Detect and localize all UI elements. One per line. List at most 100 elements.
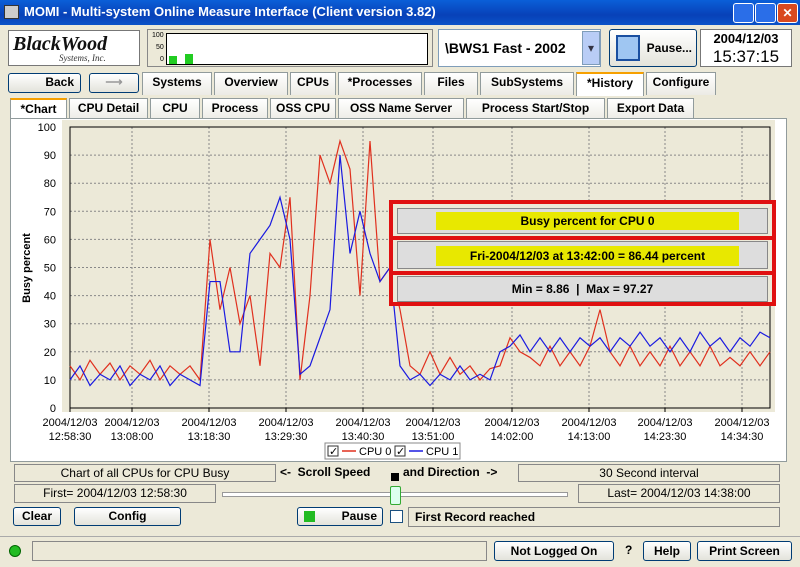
tooltip-range: Min = 8.86 | Max = 97.27	[397, 276, 768, 302]
pause-indicator	[304, 511, 315, 522]
tooltip-title: Busy percent for CPU 0	[436, 212, 739, 230]
window-title: MOMI - Multi-system Online Measure Inter…	[24, 4, 436, 19]
series-line	[69, 155, 771, 387]
x-tick-label: 2004/12/03 14:23:30	[637, 417, 692, 443]
main-tab[interactable]: *Processes	[338, 72, 422, 95]
back-button[interactable]: Back	[8, 73, 81, 93]
y-tick-label: 40	[44, 291, 56, 303]
clock-date: 2004/12/03	[713, 31, 779, 46]
system-dropdown[interactable]: \BWS1 Fast - 2002 ▾	[438, 29, 601, 67]
logo-text: BlackWood	[13, 33, 108, 55]
tooltip-row: Fri-2004/12/03 at 13:42:00 = 86.44 perce…	[397, 241, 768, 269]
y-tick-label: 0	[50, 403, 56, 415]
monitor-bar	[185, 54, 193, 64]
tooltip-divider	[393, 271, 772, 275]
monitor-scale: 50	[156, 44, 164, 51]
maximize-button[interactable]	[755, 3, 776, 23]
tooltip: Busy percent for CPU 0 Fri-2004/12/03 at…	[389, 200, 776, 306]
tooltip-point: Fri-2004/12/03 at 13:42:00 = 86.44 perce…	[436, 246, 739, 266]
title-bar: MOMI - Multi-system Online Measure Inter…	[0, 0, 800, 25]
clock: 2004/12/03 15:37:15	[700, 29, 792, 67]
main-tab[interactable]: Configure	[646, 72, 716, 95]
system-name: \BWS1 Fast - 2002	[445, 40, 566, 56]
x-tick-label: 2004/12/03 13:08:00	[104, 417, 159, 443]
back-label: Back	[45, 75, 74, 89]
login-button[interactable]: Not Logged On	[494, 541, 614, 561]
tooltip-divider	[393, 236, 772, 240]
status-field	[32, 541, 487, 561]
interval: 30 Second interval	[518, 464, 780, 482]
pause-toggle[interactable]: Pause	[297, 507, 383, 526]
main-tabs: Systems Overview CPUs *Processes Files SubSys…	[142, 72, 716, 96]
pause-toggle-label: Pause	[341, 509, 377, 523]
y-tick-label: 100	[38, 122, 56, 134]
x-tick-label: 2004/12/03 12:58:30	[42, 417, 97, 443]
scroll-label-left: <- Scroll Speed	[280, 465, 371, 479]
y-tick-label: 80	[44, 178, 56, 190]
logo-subtext: Systems, Inc.	[59, 53, 106, 63]
y-tick-label: 70	[44, 206, 56, 218]
x-tick-label: 2004/12/03 13:40:30	[335, 417, 390, 443]
sub-tab[interactable]: Process	[202, 98, 268, 120]
y-tick-label: 60	[44, 234, 56, 246]
chart-caption: Chart of all CPUs for CPU Busy	[14, 464, 276, 482]
y-tick-label: 10	[44, 375, 56, 387]
main-tab[interactable]: CPUs	[290, 72, 336, 95]
clock-time: 15:37:15	[712, 47, 780, 66]
x-tick-label: 2004/12/03 14:13:00	[561, 417, 616, 443]
minimize-button[interactable]	[733, 3, 754, 23]
y-tick-label: 20	[44, 347, 56, 359]
sub-tab[interactable]: OSS CPU	[270, 98, 336, 120]
sub-tab[interactable]: CPU Detail	[69, 98, 148, 120]
sub-tab[interactable]: OSS Name Server	[338, 98, 464, 120]
x-tick-label: 2004/12/03 13:51:00	[405, 417, 460, 443]
sub-tab[interactable]: Process Start/Stop	[466, 98, 605, 120]
legend-check: ✓	[396, 446, 405, 458]
status-bar: Not Logged On ? Help Print Screen	[0, 536, 800, 567]
pause-button[interactable]: Pause...	[609, 29, 697, 67]
tooltip-row: Busy percent for CPU 0	[397, 208, 768, 234]
main-tab[interactable]: SubSystems	[480, 72, 574, 95]
connection-led	[9, 545, 21, 557]
x-tick-label: 2004/12/03 13:18:30	[181, 417, 236, 443]
scroll-label-right: and Direction ->	[403, 465, 498, 479]
pause-label: Pause...	[646, 41, 692, 55]
last-record: Last= 2004/12/03 14:38:00	[578, 484, 780, 503]
legend-label: CPU 0	[359, 446, 391, 458]
sub-tab[interactable]: CPU	[150, 98, 200, 120]
main-tab[interactable]: Systems	[142, 72, 212, 95]
pause-icon	[616, 35, 640, 61]
legend-box	[324, 442, 461, 460]
app-icon	[4, 5, 19, 19]
y-tick-label: 50	[44, 263, 56, 275]
sub-tab[interactable]: Export Data	[607, 98, 694, 120]
forward-button[interactable]: ⟶	[89, 73, 139, 93]
print-button[interactable]: Print Screen	[697, 541, 792, 561]
y-tick-label: 30	[44, 319, 56, 331]
monitor-scale: 0	[160, 56, 164, 63]
config-button[interactable]: Config	[74, 507, 181, 526]
x-tick-label: 2004/12/03 13:29:30	[258, 417, 313, 443]
legend-checkbox	[327, 445, 339, 457]
slider-thumb[interactable]	[390, 486, 401, 505]
dropdown-arrow[interactable]: ▾	[582, 31, 600, 65]
x-tick-label: 2004/12/03 14:02:00	[484, 417, 539, 443]
scroll-marker	[391, 473, 399, 481]
monitor-graph	[166, 33, 428, 65]
main-tab[interactable]: *History	[576, 72, 644, 96]
close-button[interactable]: ✕	[777, 3, 798, 23]
legend-check: ✓	[329, 446, 338, 458]
sub-tab[interactable]: *Chart	[10, 98, 67, 121]
legend-checkbox	[394, 445, 406, 457]
logo: BlackWood Systems, Inc.	[8, 30, 140, 66]
y-axis-label: Busy percent	[21, 233, 33, 303]
clear-button[interactable]: Clear	[13, 507, 61, 526]
x-tick-label: 2004/12/03 14:34:30	[714, 417, 769, 443]
main-tab[interactable]: Files	[424, 72, 478, 95]
checkbox[interactable]	[390, 510, 403, 523]
main-tab[interactable]: Overview	[214, 72, 288, 95]
y-tick-label: 90	[44, 150, 56, 162]
help-button[interactable]: Help	[643, 541, 691, 561]
first-record: First= 2004/12/03 12:58:30	[14, 484, 216, 503]
